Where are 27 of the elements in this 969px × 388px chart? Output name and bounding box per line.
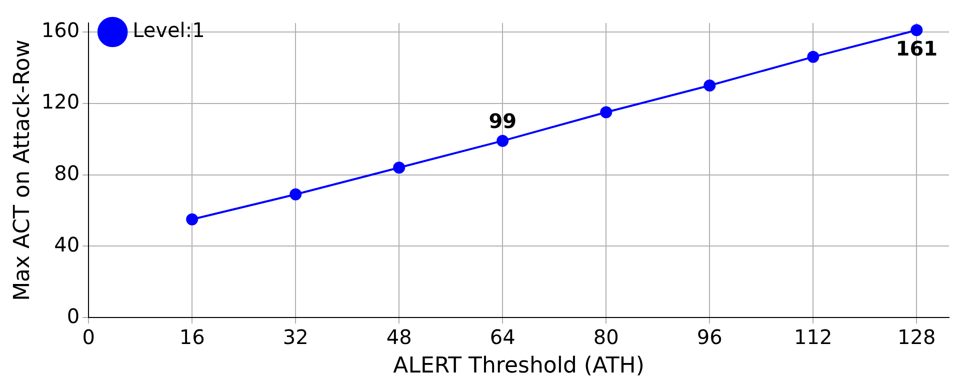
point — [393, 162, 406, 174]
x-tick-label: 48 — [386, 324, 412, 349]
data-label: 99 — [488, 109, 517, 134]
x-tick-label: 16 — [179, 324, 205, 349]
y-tick-label: 160 — [41, 18, 80, 42]
point — [600, 106, 612, 118]
point — [807, 50, 820, 63]
x-axis-title: ALERT Threshold (ATH) — [393, 354, 644, 379]
x-tick-label: 64 — [490, 324, 516, 349]
x-tick-label: 32 — [282, 324, 308, 349]
x-tick-label: 112 — [794, 324, 832, 349]
legend-label: Level:1 — [132, 18, 205, 42]
point — [186, 213, 198, 226]
y-tick-label: 80 — [54, 160, 80, 185]
x-tick-label: 0 — [82, 324, 95, 349]
data-label: 161 — [896, 36, 938, 60]
x-tick-label: 80 — [593, 324, 619, 349]
y-tick-label: 0 — [66, 304, 80, 328]
x-tick-label: 128 — [898, 324, 936, 349]
x-tick-label: 96 — [696, 324, 722, 349]
y-axis-title: Max ACT on Attack-Row — [10, 40, 35, 301]
point — [704, 79, 716, 92]
point — [910, 24, 923, 36]
y-tick-label: 120 — [41, 90, 80, 114]
point — [290, 188, 302, 200]
point — [496, 134, 509, 147]
y-tick-label: 40 — [54, 232, 80, 256]
